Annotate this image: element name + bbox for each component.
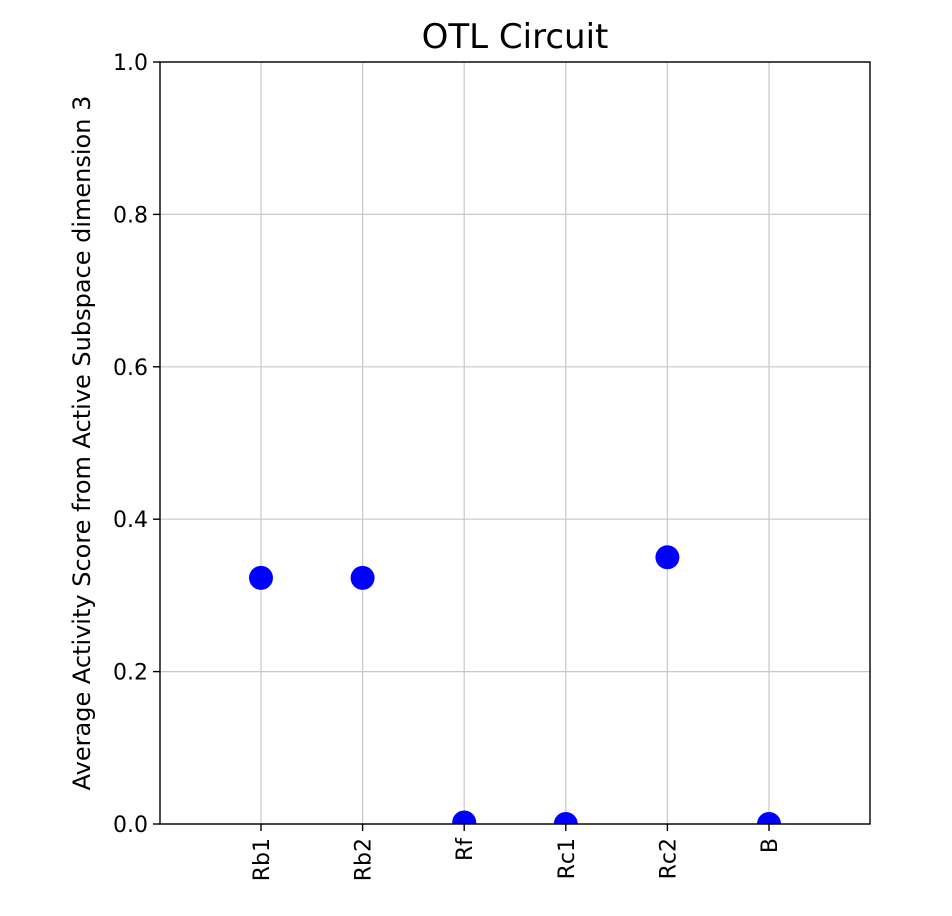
- x-tick-label: Rb2: [352, 838, 377, 881]
- data-point: [350, 565, 375, 590]
- x-tick-label: B: [758, 838, 783, 853]
- y-tick-label: 0.8: [113, 203, 148, 228]
- chart-title: OTL Circuit: [422, 17, 609, 57]
- plot-frame: [159, 61, 871, 825]
- data-point: [553, 812, 578, 824]
- y-tick-label: 1.0: [113, 51, 148, 76]
- y-axis-label: Average Activity Score from Active Subsp…: [68, 96, 96, 791]
- x-tick-label: Rb1: [250, 838, 275, 881]
- x-tick-label: Rf: [453, 837, 478, 861]
- y-tick-label: 0.4: [113, 508, 148, 533]
- y-tick-label: 0.6: [113, 356, 148, 381]
- y-tick-label: 0.0: [113, 813, 148, 838]
- tick-labels: 0.0 0.2 0.4 0.6 0.8 1.0 Rb1 Rb2 Rf Rc1 Rc2 B: [113, 51, 783, 881]
- y-tick-label: 0.2: [113, 661, 148, 686]
- data-points: [249, 545, 781, 824]
- data-point: [249, 565, 273, 590]
- x-tick-label: Rc1: [555, 838, 580, 879]
- x-tick-label: Rc2: [656, 838, 681, 879]
- data-point: [452, 810, 477, 824]
- axis-ticks: [153, 61, 770, 831]
- data-point: [655, 545, 680, 570]
- data-point: [757, 812, 781, 824]
- grid-lines: [160, 61, 870, 825]
